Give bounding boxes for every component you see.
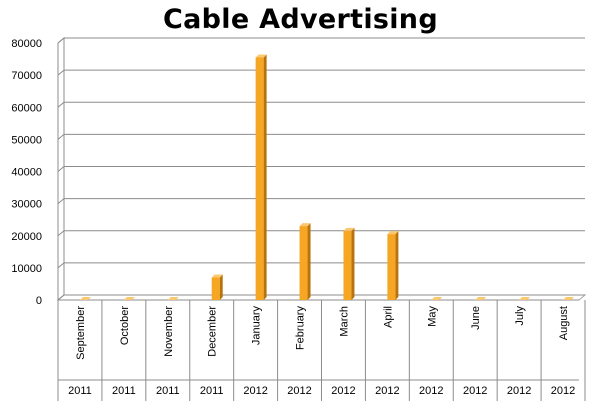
- bar: [387, 234, 396, 300]
- bar-top: [167, 297, 179, 300]
- x-category-label: September: [75, 306, 87, 360]
- x-category-label: July: [514, 306, 526, 326]
- x-year-label: 2012: [375, 385, 399, 397]
- y-tick-label: 10000: [11, 263, 42, 275]
- gridline-depth: [57, 294, 65, 301]
- bar-side: [263, 54, 267, 300]
- chart-title: Cable Advertising: [163, 4, 438, 35]
- bar-top: [123, 297, 135, 300]
- bar: [343, 230, 352, 300]
- bar-top: [387, 231, 399, 235]
- gridline-depth: [57, 37, 65, 44]
- gridline-depth: [57, 230, 65, 237]
- x-year-label: 2012: [243, 385, 267, 397]
- gridline-depth: [57, 133, 65, 140]
- gridline-depth: [57, 198, 65, 205]
- gridline-depth: [57, 166, 65, 172]
- x-year-label: 2011: [68, 385, 92, 397]
- x-year-label: 2011: [200, 385, 224, 397]
- x-year-label: 2012: [287, 385, 311, 397]
- bar-top: [519, 297, 531, 300]
- bar-top: [211, 274, 223, 278]
- x-year-label: 2012: [551, 385, 575, 397]
- y-tick-label: 60000: [11, 102, 42, 114]
- y-tick-label: 40000: [11, 167, 42, 179]
- x-year-label: 2012: [419, 385, 443, 397]
- y-tick-label: 80000: [11, 38, 42, 50]
- y-tick-label: 20000: [11, 231, 42, 243]
- x-category-label: August: [558, 306, 570, 340]
- bar-top: [343, 227, 355, 231]
- bar-side: [395, 231, 399, 300]
- y-tick-label: 30000: [11, 199, 42, 211]
- bar-top: [255, 54, 267, 58]
- bar-side: [219, 274, 223, 300]
- bar-top: [475, 297, 487, 300]
- bar-side: [307, 223, 311, 300]
- x-year-label: 2012: [507, 385, 531, 397]
- bar-side: [351, 227, 355, 300]
- gridline-depth: [57, 69, 65, 76]
- x-category-label: May: [426, 306, 438, 327]
- x-category-label: November: [163, 306, 175, 357]
- x-category-label: March: [338, 306, 350, 337]
- x-category-label: April: [382, 306, 394, 328]
- gridline-depth: [57, 101, 65, 108]
- chart-floor: [56, 294, 587, 301]
- y-tick-label: 50000: [11, 134, 42, 146]
- x-year-label: 2012: [331, 385, 355, 397]
- x-category-label: October: [119, 306, 131, 345]
- bar-top: [79, 297, 91, 300]
- bar-top: [563, 297, 575, 300]
- x-category-label: December: [207, 306, 219, 357]
- bar-top: [431, 297, 443, 300]
- gridline-depth: [57, 262, 65, 269]
- x-category-label: June: [470, 306, 482, 330]
- x-category-label: February: [295, 306, 307, 351]
- x-year-label: 2012: [463, 385, 487, 397]
- y-tick-label: 0: [36, 295, 42, 307]
- x-category-label: January: [251, 306, 263, 346]
- bar: [255, 57, 264, 300]
- bar: [211, 277, 220, 300]
- x-year-label: 2011: [156, 385, 180, 397]
- bar-top: [299, 223, 311, 227]
- x-year-label: 2011: [112, 385, 136, 397]
- bar: [299, 226, 308, 300]
- y-tick-label: 70000: [11, 70, 42, 82]
